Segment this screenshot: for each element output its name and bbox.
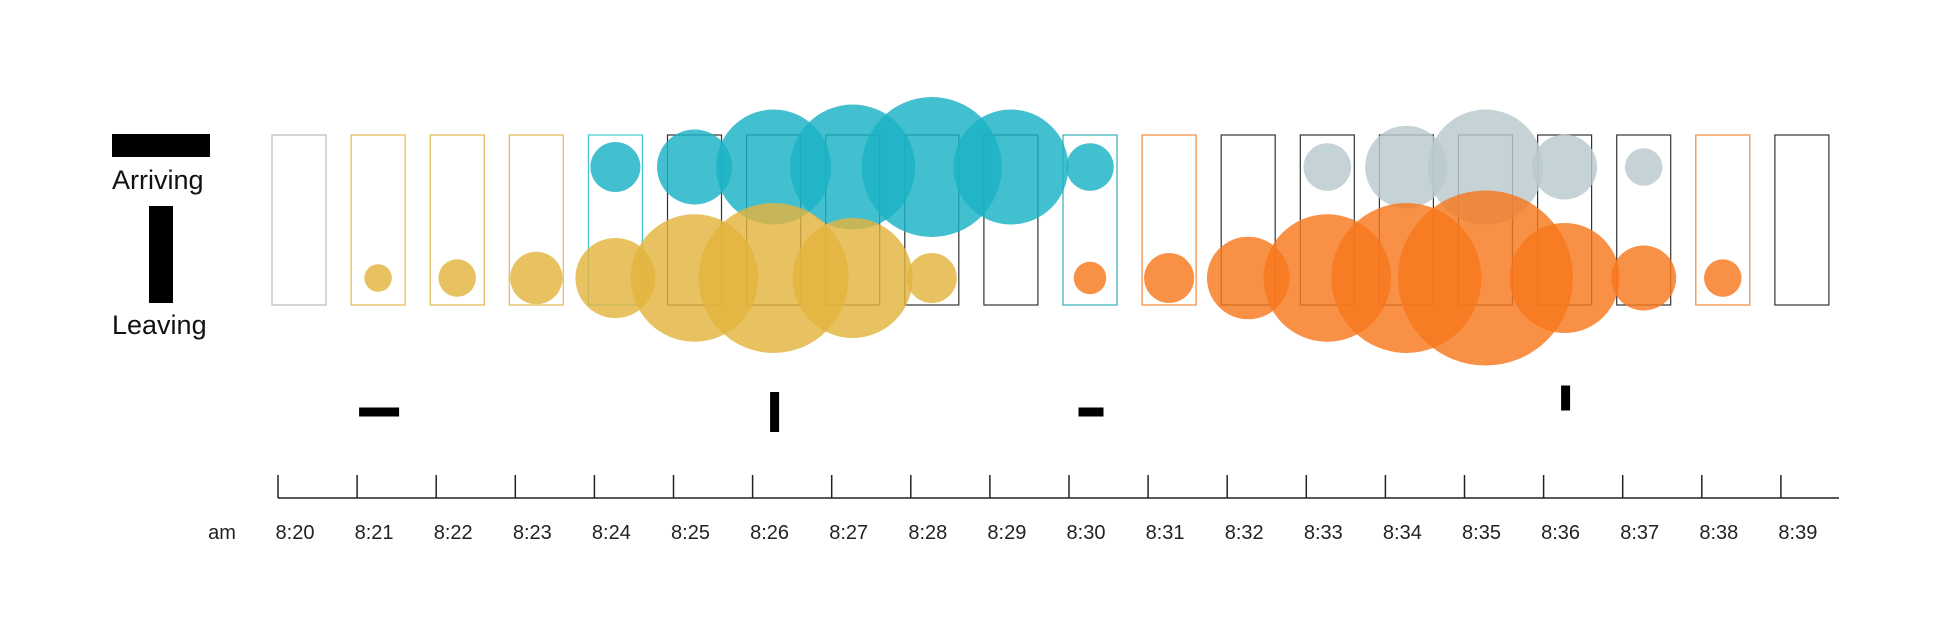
minute-box — [1774, 134, 1830, 306]
event-marker — [1078, 407, 1104, 417]
arriving-bubble — [1624, 148, 1663, 186]
arriving-bubble — [1303, 143, 1352, 191]
x-tick-label: 8:29 — [987, 522, 1026, 544]
leaving-bubble — [364, 264, 392, 292]
minute-box — [1062, 134, 1118, 306]
legend-leaving-swatch — [149, 206, 173, 303]
x-tick-label: 8:31 — [1146, 522, 1185, 544]
x-tick-label: 8:38 — [1699, 522, 1738, 544]
minute-box — [1695, 134, 1751, 306]
minute-box — [429, 134, 485, 306]
bubbles — [364, 97, 1742, 366]
minute-box — [271, 134, 327, 306]
minute-box — [1141, 134, 1197, 306]
legend-arriving-swatch — [112, 134, 210, 157]
event-marker — [359, 407, 400, 417]
leaving-bubble — [906, 253, 957, 303]
x-tick-label: 8:39 — [1778, 522, 1817, 544]
x-tick-label: 8:33 — [1304, 522, 1343, 544]
leaving-bubble — [1611, 245, 1677, 311]
leaving-bubble — [438, 259, 476, 297]
x-tick-label: 8:25 — [671, 522, 710, 544]
minute-box — [350, 134, 406, 306]
x-tick-label: 8:36 — [1541, 522, 1580, 544]
x-axis-prefix: am — [208, 522, 236, 544]
leaving-bubble — [1704, 259, 1742, 297]
arriving-bubble — [1066, 143, 1114, 191]
event-marker — [1561, 385, 1571, 411]
legend-arriving-label: Arriving — [112, 165, 204, 195]
x-tick-label: 8:24 — [592, 522, 631, 544]
leaving-bubble — [1398, 190, 1573, 366]
arriving-bubble — [590, 142, 641, 192]
x-tick-label: 8:34 — [1383, 522, 1422, 544]
event-marker — [770, 392, 780, 432]
leaving-bubble — [1073, 261, 1107, 295]
legend-leaving-label: Leaving — [112, 310, 207, 340]
x-tick-label: 8:20 — [276, 522, 315, 544]
x-tick-label: 8:21 — [355, 522, 394, 544]
x-tick-label: 8:26 — [750, 522, 789, 544]
arriving-bubble — [1365, 125, 1448, 209]
markers — [359, 385, 1571, 432]
arriving-bubble — [953, 109, 1069, 225]
x-tick-label: 8:35 — [1462, 522, 1501, 544]
x-tick-label: 8:37 — [1620, 522, 1659, 544]
x-tick-label: 8:32 — [1225, 522, 1264, 544]
x-tick-label: 8:22 — [434, 522, 473, 544]
x-tick-label: 8:28 — [908, 522, 947, 544]
minute-box — [508, 134, 564, 306]
leaving-bubble — [510, 251, 563, 305]
x-axis: am 8:20 8:21 8:22 8:23 8:24 8:25 8:26 8:27 8:28 8… — [208, 475, 1839, 544]
x-tick-label: 8:27 — [829, 522, 868, 544]
x-tick-label: 8:30 — [1067, 522, 1106, 544]
arriving-bubble — [657, 129, 732, 205]
leaving-bubble — [792, 218, 913, 338]
x-tick-label: 8:23 — [513, 522, 552, 544]
arriving-bubble — [1532, 134, 1598, 200]
leaving-bubble — [1144, 253, 1195, 303]
legend: Arriving Leaving — [112, 134, 210, 340]
leaving-bubble — [1509, 223, 1620, 333]
